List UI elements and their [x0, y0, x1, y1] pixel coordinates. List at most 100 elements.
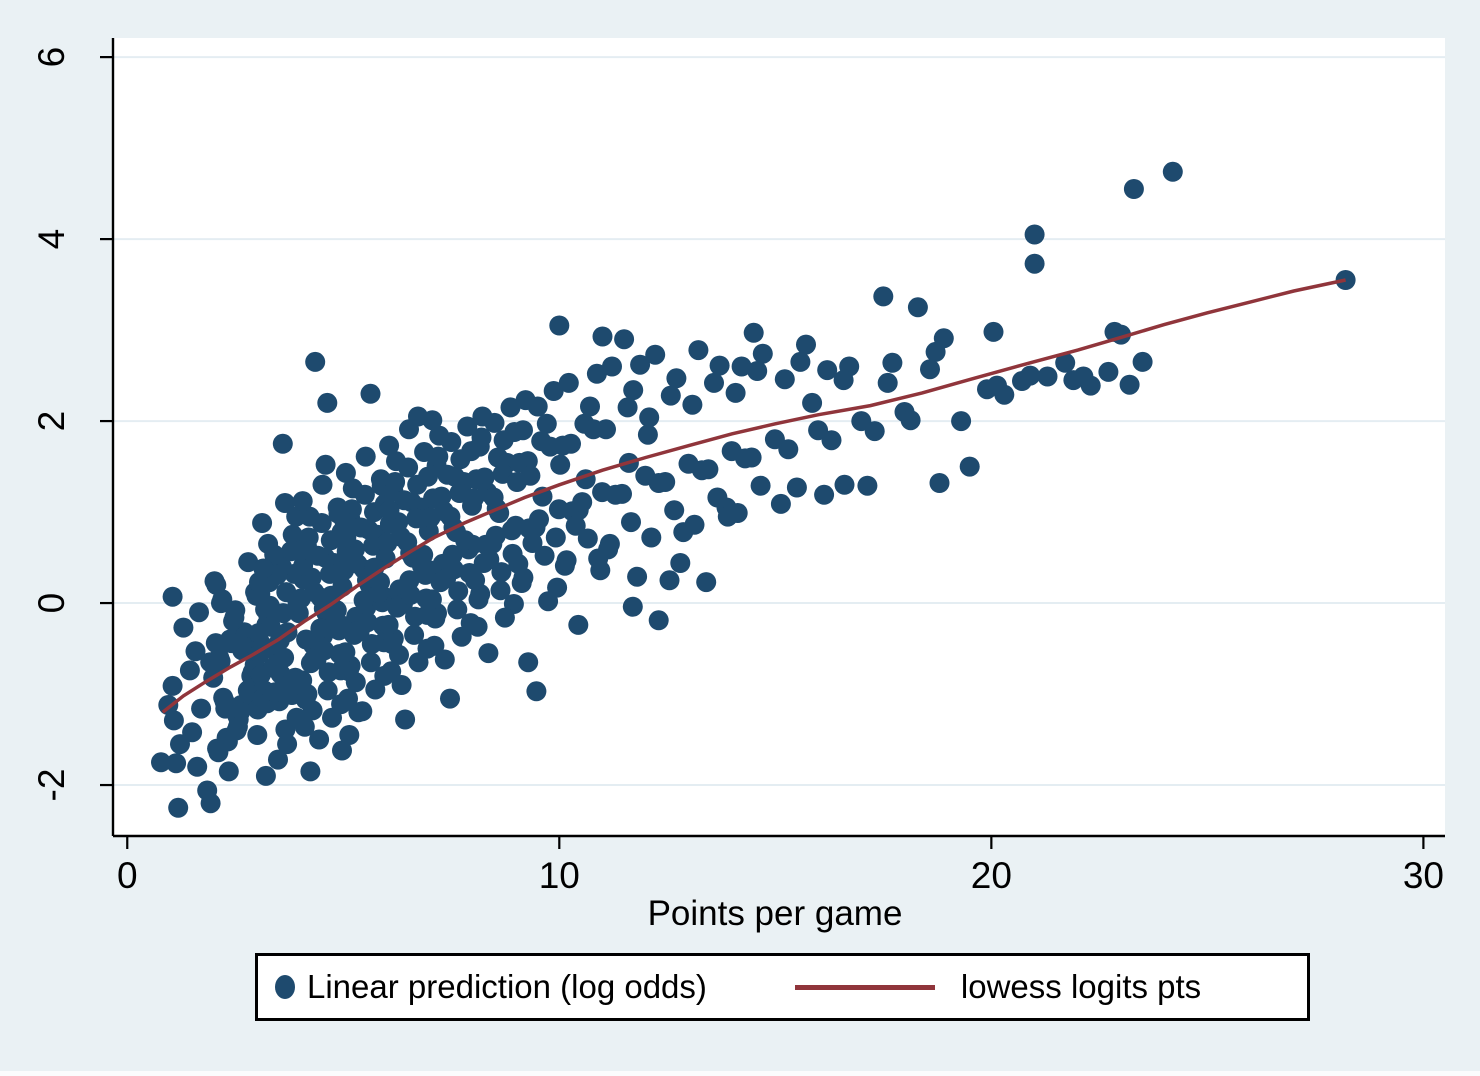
scatter-point [786, 477, 807, 498]
scatter-point [834, 474, 855, 495]
scatter-point [448, 581, 469, 602]
scatter-point [252, 513, 273, 533]
scatter-point [900, 410, 921, 431]
scatter-point [277, 734, 298, 755]
scatter-point [292, 670, 313, 691]
scatter-point [508, 553, 529, 574]
scatter-point [282, 524, 303, 545]
scatter-point [179, 660, 200, 681]
scatter-point [322, 707, 342, 728]
scatter-point [166, 753, 187, 774]
scatter-point [796, 334, 816, 355]
scatter-point [770, 493, 791, 514]
scatter-point [929, 473, 950, 493]
scatter-point [639, 407, 660, 428]
scatter-point [627, 566, 648, 587]
scatter-point [621, 512, 641, 533]
scatter-point [389, 644, 409, 665]
scatter-point [501, 520, 522, 541]
scatter-point [561, 433, 581, 454]
scatter-point [637, 424, 658, 445]
scatter-point [399, 570, 420, 591]
scatter-point [526, 681, 547, 702]
scatter-point [455, 530, 476, 551]
scatter-point [549, 315, 570, 336]
scatter-point [404, 624, 425, 645]
scatter-point [623, 380, 644, 401]
scatter-point [428, 446, 449, 467]
scatter-point [296, 629, 317, 650]
scatter-point [987, 375, 1007, 396]
scatter-point [645, 344, 666, 365]
scatter-point [518, 652, 539, 673]
scatter-point [398, 457, 419, 478]
y-tick-label: 2 [31, 411, 72, 432]
scatter-point [655, 472, 676, 492]
scatter-point [451, 626, 472, 647]
scatter-point [260, 616, 281, 637]
scatter-point [457, 416, 478, 437]
scatter-point [336, 527, 357, 548]
scatter-point [346, 621, 367, 642]
scatter-point [864, 421, 885, 442]
scatter-point [933, 328, 954, 349]
scatter-point [877, 372, 898, 393]
scatter-point [397, 532, 418, 553]
scatter-point [529, 509, 549, 530]
scatter-point [485, 525, 506, 546]
scatter-point [536, 413, 557, 434]
x-axis-title: Points per game [648, 894, 903, 933]
scatter-point [170, 734, 190, 755]
scatter-point [294, 716, 315, 737]
scatter-point [247, 725, 268, 745]
scatter-point [274, 647, 295, 668]
scatter-point [565, 515, 586, 536]
scatter-point [467, 616, 488, 637]
scatter-point [310, 618, 331, 639]
scatter-point [534, 545, 555, 566]
scatter-point [205, 633, 226, 654]
scatter-point [379, 500, 400, 521]
scatter-point [688, 340, 709, 361]
scatter-point [1098, 361, 1119, 382]
scatter-point [437, 464, 458, 485]
scatter-point [747, 361, 768, 381]
scatter-point [305, 351, 326, 372]
scatter-point [443, 559, 464, 580]
scatter-point [617, 397, 638, 418]
scatter-point [660, 385, 681, 406]
scatter-point [391, 675, 412, 695]
scatter-point [586, 363, 607, 384]
scatter-point [873, 286, 894, 307]
scatter-point [394, 490, 415, 511]
scatter-point [191, 698, 212, 719]
scatter-point [208, 742, 229, 763]
scatter-point [315, 454, 336, 475]
scatter-point [200, 793, 221, 814]
scatter-point [614, 329, 635, 350]
scatter-point [221, 633, 242, 654]
scatter-point [440, 688, 460, 709]
scatter-point [307, 545, 328, 566]
scatter-point [596, 419, 616, 440]
scatter-point [648, 610, 669, 631]
scatter-point [959, 456, 980, 477]
scatter-point [275, 493, 295, 513]
lowess-line [161, 278, 1346, 714]
scatter-point [920, 359, 940, 380]
scatter-point [484, 412, 505, 433]
scatter-point [520, 465, 541, 486]
scatter-point [1123, 179, 1144, 199]
scatter-point [218, 761, 239, 782]
scatter-point [1162, 161, 1183, 182]
y-tick-label: 6 [31, 47, 72, 68]
scatter-point [385, 472, 406, 492]
scatter-point [814, 484, 835, 505]
scatter-point [395, 709, 416, 730]
scatter-point [513, 420, 533, 441]
scatter-point [750, 475, 771, 496]
scatter-point [494, 607, 515, 628]
scatter-point [527, 396, 548, 417]
